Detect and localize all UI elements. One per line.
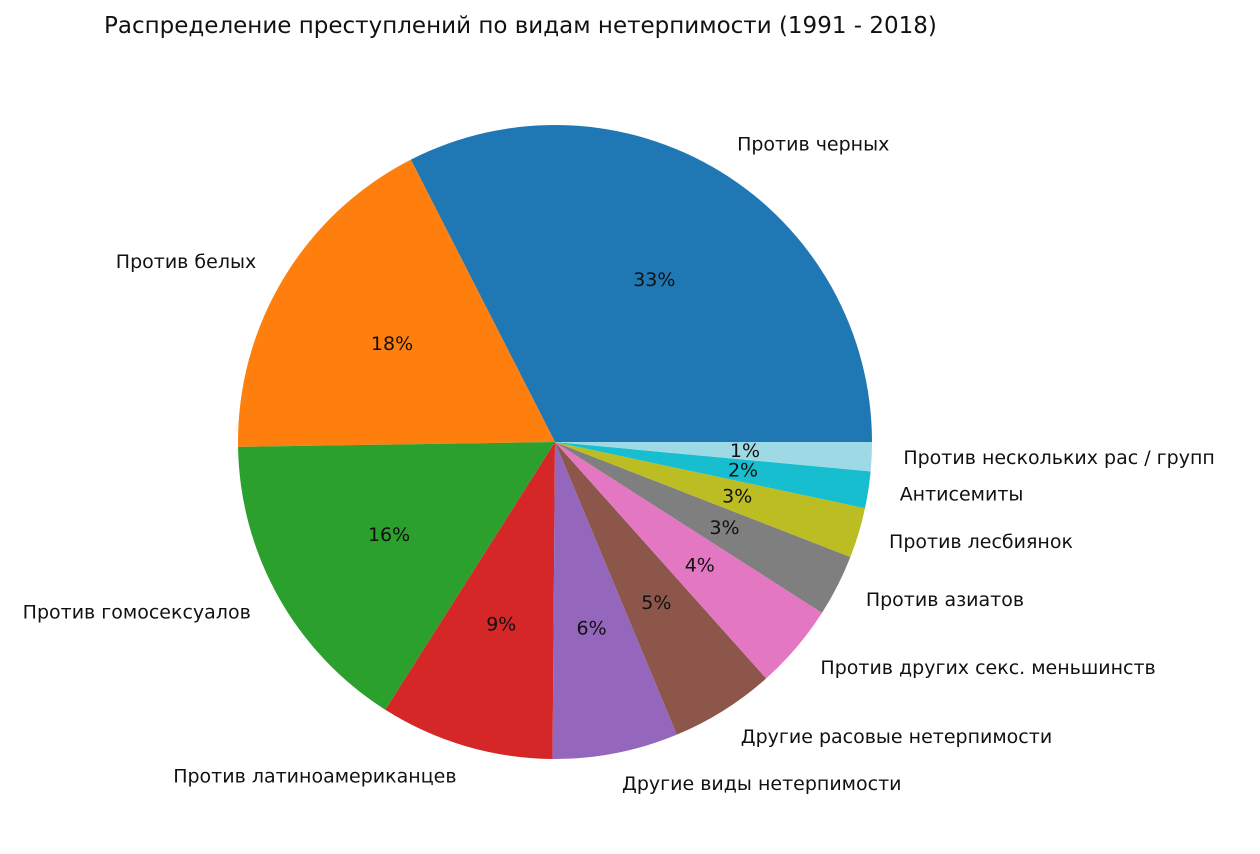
- slice-label: Против латиноамериканцев: [173, 766, 456, 788]
- slice-percent-label: 3%: [709, 517, 739, 539]
- slice-percent-label: 3%: [722, 486, 752, 508]
- pie-slice-4: [385, 442, 555, 759]
- slice-label: Против черных: [737, 134, 889, 156]
- pie-slice-7: [555, 442, 822, 679]
- slice-percent-label: 5%: [641, 592, 671, 614]
- slice-percent-label: 9%: [486, 613, 516, 635]
- slice-label: Антисемиты: [900, 484, 1024, 506]
- percent-labels: 33% 18% 16% 9% 6% 5% 4% 3% 3% 2%1%: [368, 269, 760, 640]
- pie-slice-8: [555, 442, 851, 613]
- pie-slice-2: [238, 159, 555, 447]
- pie-slice-1: [410, 124, 872, 443]
- slice-label: Против других секс. меньшинств: [820, 657, 1155, 679]
- slice-percent-label: 33%: [633, 269, 675, 291]
- pie-slice-6: [555, 442, 767, 735]
- slice-percent-label: 18%: [371, 333, 413, 355]
- slice-percent-label: 4%: [685, 554, 715, 576]
- pie-slice-11: [555, 442, 872, 472]
- slice-label: Другие виды нетерпимости: [622, 773, 901, 795]
- slice-label: Против белых: [116, 251, 256, 273]
- slice-label: Против гомосексуалов: [23, 601, 251, 623]
- slice-percent-label: 2%: [728, 460, 758, 482]
- slice-percent-label: 1%: [730, 440, 760, 462]
- pie-slice-3: [238, 442, 555, 710]
- slice-labels: Против черных Против белых Против гомосекс…: [23, 134, 1215, 796]
- slice-label: Против нескольких рас / групп: [903, 447, 1214, 469]
- slice-label: Против лесбиянок: [889, 531, 1073, 553]
- pie-slice-9: [555, 442, 866, 558]
- chart-title: Распределение преступлений по видам нете…: [104, 13, 937, 39]
- pie-slices: [238, 124, 872, 759]
- slice-percent-label: 16%: [368, 524, 410, 546]
- slice-percent-label: 6%: [576, 618, 606, 640]
- pie-slice-10: [555, 442, 871, 509]
- pie-slice-5: [552, 442, 677, 759]
- slice-label: Другие расовые нетерпимости: [741, 726, 1052, 748]
- slice-label: Против азиатов: [866, 589, 1024, 611]
